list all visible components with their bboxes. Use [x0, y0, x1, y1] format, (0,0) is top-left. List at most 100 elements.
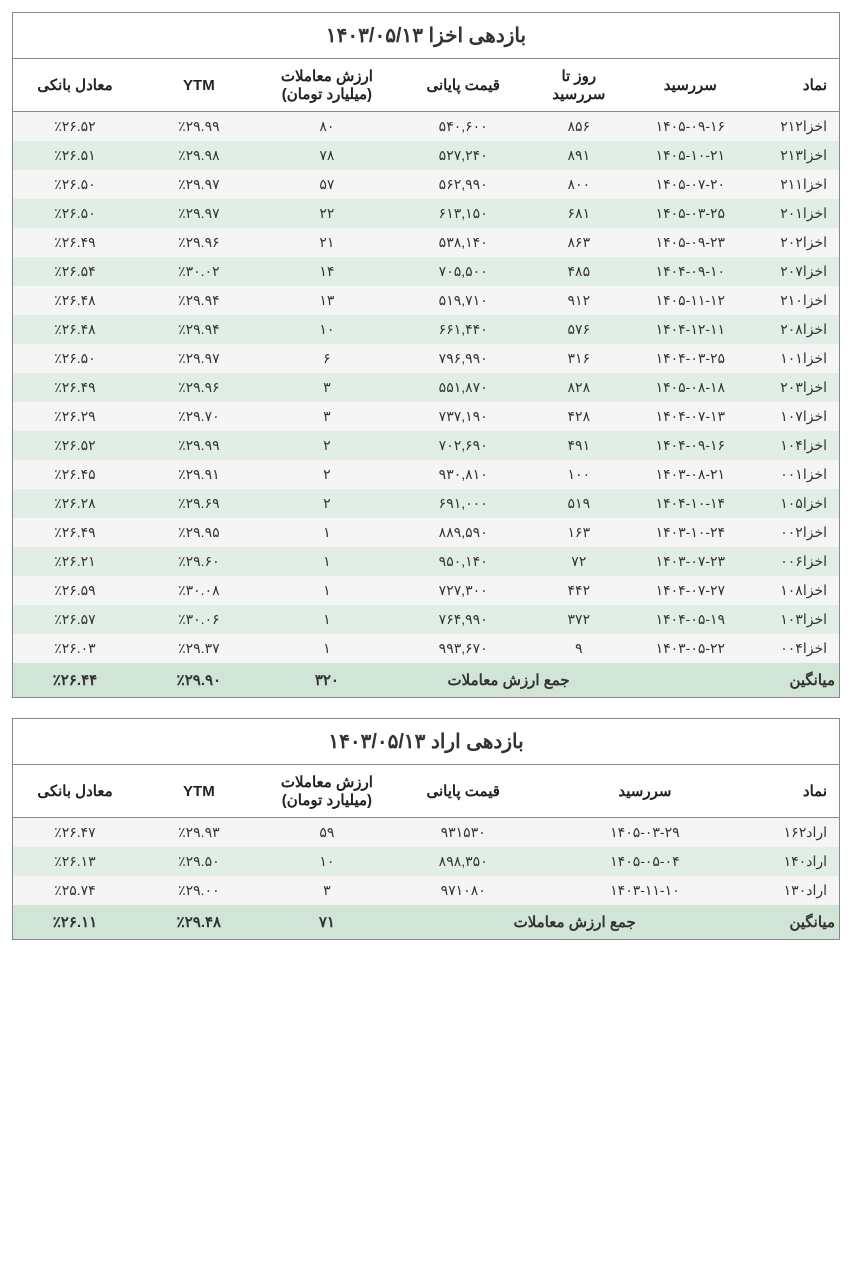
cell-days: ۳۷۲ [533, 605, 624, 634]
summary-total-label: جمع ارزش معاملات [393, 663, 624, 697]
cell-price: ۶۹۱,۰۰۰ [393, 489, 533, 518]
cell-ytm: ٪۲۹.۹۵ [137, 518, 261, 547]
cell-days: ۴۸۵ [533, 257, 624, 286]
cell-maturity: ۱۴۰۵-۰۵-۰۴ [533, 847, 756, 876]
cell-price: ۹۷۱۰۸۰ [393, 876, 533, 905]
cell-maturity: ۱۴۰۵-۰۳-۲۵ [624, 199, 756, 228]
cell-ytm: ٪۳۰.۰۶ [137, 605, 261, 634]
cell-ytm: ٪۲۹.۹۱ [137, 460, 261, 489]
cell-price: ۵۶۲,۹۹۰ [393, 170, 533, 199]
cell-value: ۲۲ [261, 199, 393, 228]
header-value: ارزش معاملات (میلیارد تومان) [261, 59, 393, 112]
cell-ytm: ٪۲۹.۹۹ [137, 112, 261, 142]
cell-maturity: ۱۴۰۳-۰۸-۲۱ [624, 460, 756, 489]
cell-bank: ٪۲۶.۴۸ [13, 286, 137, 315]
cell-value: ۶ [261, 344, 393, 373]
table-row: اخزا۲۰۲۱۴۰۵-۰۹-۲۳۸۶۳۵۳۸,۱۴۰۲۱٪۲۹.۹۶٪۲۶.۴… [13, 228, 839, 257]
cell-days: ۸۵۶ [533, 112, 624, 142]
cell-ytm: ٪۲۹.۳۷ [137, 634, 261, 663]
table-row: اخزا۱۰۳۱۴۰۴-۰۵-۱۹۳۷۲۷۶۴,۹۹۰۱٪۳۰.۰۶٪۲۶.۵۷ [13, 605, 839, 634]
summary-label: میانگین [756, 905, 839, 939]
cell-price: ۹۳۱۵۳۰ [393, 818, 533, 848]
cell-symbol: اخزا۱۰۴ [756, 431, 839, 460]
cell-maturity: ۱۴۰۴-۰۳-۲۵ [624, 344, 756, 373]
table-row: اخزا۲۰۸۱۴۰۴-۱۲-۱۱۵۷۶۶۶۱,۴۴۰۱۰٪۲۹.۹۴٪۲۶.۴… [13, 315, 839, 344]
cell-symbol: اخزا۲۱۲ [756, 112, 839, 142]
cell-days: ۴۹۱ [533, 431, 624, 460]
arad-title: بازدهی اراد ۱۴۰۳/۰۵/۱۳ [13, 719, 839, 764]
cell-maturity: ۱۴۰۵-۰۳-۲۹ [533, 818, 756, 848]
cell-bank: ٪۲۶.۴۸ [13, 315, 137, 344]
summary-bank: ٪۲۶.۱۱ [13, 905, 137, 939]
cell-ytm: ٪۲۹.۶۰ [137, 547, 261, 576]
cell-days: ۹۱۲ [533, 286, 624, 315]
cell-bank: ٪۲۶.۴۹ [13, 518, 137, 547]
cell-bank: ٪۲۶.۵۴ [13, 257, 137, 286]
cell-price: ۷۳۷,۱۹۰ [393, 402, 533, 431]
cell-ytm: ٪۲۹.۹۴ [137, 286, 261, 315]
cell-bank: ٪۲۶.۵۰ [13, 199, 137, 228]
cell-value: ۸۰ [261, 112, 393, 142]
cell-days: ۵۷۶ [533, 315, 624, 344]
cell-ytm: ٪۲۹.۹۷ [137, 344, 261, 373]
cell-symbol: اخزا۱۰۱ [756, 344, 839, 373]
cell-days: ۹ [533, 634, 624, 663]
cell-symbol: اخزا۱۰۵ [756, 489, 839, 518]
table-row: اخزا۱۰۷۱۴۰۴-۰۷-۱۳۴۲۸۷۳۷,۱۹۰۳٪۲۹.۷۰٪۲۶.۲۹ [13, 402, 839, 431]
header-symbol: نماد [756, 765, 839, 818]
cell-days: ۷۲ [533, 547, 624, 576]
arad-header-row: نماد سررسید قیمت پایانی ارزش معاملات (می… [13, 765, 839, 818]
cell-symbol: اخزا۲۰۷ [756, 257, 839, 286]
cell-days: ۴۴۲ [533, 576, 624, 605]
cell-ytm: ٪۳۰.۰۸ [137, 576, 261, 605]
cell-bank: ٪۲۶.۵۷ [13, 605, 137, 634]
cell-maturity: ۱۴۰۴-۰۹-۱۶ [624, 431, 756, 460]
cell-maturity: ۱۴۰۴-۱۲-۱۱ [624, 315, 756, 344]
table-row: اخزا۲۱۱۱۴۰۵-۰۷-۲۰۸۰۰۵۶۲,۹۹۰۵۷٪۲۹.۹۷٪۲۶.۵… [13, 170, 839, 199]
cell-maturity: ۱۴۰۳-۰۵-۲۲ [624, 634, 756, 663]
header-days: روز تا سررسید [533, 59, 624, 112]
cell-bank: ٪۲۶.۰۳ [13, 634, 137, 663]
cell-value: ۱۳ [261, 286, 393, 315]
cell-days: ۸۹۱ [533, 141, 624, 170]
summary-ytm: ٪۲۹.۹۰ [137, 663, 261, 697]
cell-maturity: ۱۴۰۴-۰۵-۱۹ [624, 605, 756, 634]
cell-symbol: اخزا۲۰۱ [756, 199, 839, 228]
cell-symbol: اخزا۲۰۳ [756, 373, 839, 402]
cell-days: ۱۶۳ [533, 518, 624, 547]
cell-maturity: ۱۴۰۴-۱۰-۱۴ [624, 489, 756, 518]
cell-price: ۹۵۰,۱۴۰ [393, 547, 533, 576]
cell-symbol: اخزا۰۰۱ [756, 460, 839, 489]
cell-maturity: ۱۴۰۳-۰۷-۲۳ [624, 547, 756, 576]
cell-value: ۲ [261, 431, 393, 460]
cell-symbol: اخزا۲۱۰ [756, 286, 839, 315]
cell-maturity: ۱۴۰۳-۱۱-۱۰ [533, 876, 756, 905]
cell-bank: ٪۲۶.۴۷ [13, 818, 137, 848]
summary-row: میانگینجمع ارزش معاملات۳۲۰٪۲۹.۹۰٪۲۶.۴۴ [13, 663, 839, 697]
cell-maturity: ۱۴۰۵-۰۷-۲۰ [624, 170, 756, 199]
akhza-title: بازدهی اخزا ۱۴۰۳/۰۵/۱۳ [13, 13, 839, 58]
cell-price: ۷۰۵,۵۰۰ [393, 257, 533, 286]
cell-maturity: ۱۴۰۵-۱۰-۲۱ [624, 141, 756, 170]
cell-maturity: ۱۴۰۵-۰۹-۱۶ [624, 112, 756, 142]
cell-price: ۷۰۲,۶۹۰ [393, 431, 533, 460]
cell-value: ۱۰ [261, 315, 393, 344]
cell-price: ۷۶۴,۹۹۰ [393, 605, 533, 634]
cell-value: ۵۷ [261, 170, 393, 199]
cell-price: ۹۳۰,۸۱۰ [393, 460, 533, 489]
cell-days: ۴۲۸ [533, 402, 624, 431]
cell-bank: ٪۲۶.۱۳ [13, 847, 137, 876]
cell-value: ۱۴ [261, 257, 393, 286]
cell-days: ۳۱۶ [533, 344, 624, 373]
cell-price: ۸۸۹,۵۹۰ [393, 518, 533, 547]
cell-bank: ٪۲۶.۵۰ [13, 170, 137, 199]
header-ytm: YTM [137, 59, 261, 112]
cell-symbol: اخزا۰۰۶ [756, 547, 839, 576]
cell-ytm: ٪۲۹.۷۰ [137, 402, 261, 431]
cell-price: ۵۲۷,۲۴۰ [393, 141, 533, 170]
cell-price: ۵۳۸,۱۴۰ [393, 228, 533, 257]
table-row: اخزا۲۱۳۱۴۰۵-۱۰-۲۱۸۹۱۵۲۷,۲۴۰۷۸٪۲۹.۹۸٪۲۶.۵… [13, 141, 839, 170]
table-row: اخزا۰۰۲۱۴۰۳-۱۰-۲۴۱۶۳۸۸۹,۵۹۰۱٪۲۹.۹۵٪۲۶.۴۹ [13, 518, 839, 547]
header-maturity: سررسید [533, 765, 756, 818]
table-row: اخزا۰۰۴۱۴۰۳-۰۵-۲۲۹۹۹۳,۶۷۰۱٪۲۹.۳۷٪۲۶.۰۳ [13, 634, 839, 663]
